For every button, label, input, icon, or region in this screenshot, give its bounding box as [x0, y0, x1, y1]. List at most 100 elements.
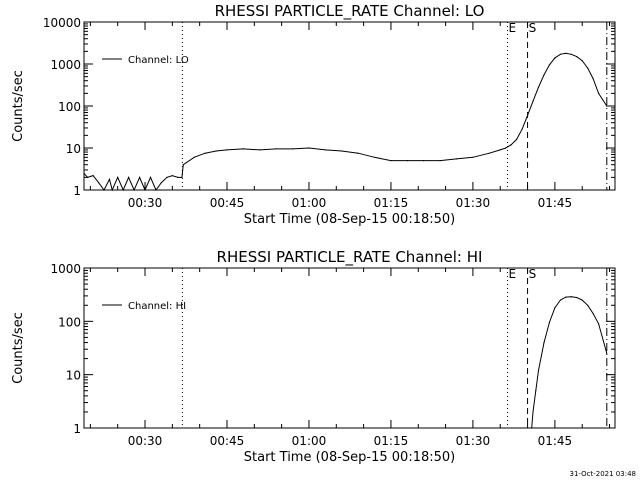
chart-lo-data-point: [576, 56, 578, 58]
chart-lo-data-point: [83, 172, 85, 174]
chart-lo-x-tick-label: 00:30: [128, 196, 163, 210]
chart-lo-marker-label: S: [529, 21, 537, 35]
chart-lo-data-point: [215, 150, 217, 152]
chart-hi-data-point: [576, 296, 578, 299]
chart-hi-data-point: [581, 299, 583, 301]
chart-hi-data-point: [587, 304, 589, 306]
chart-lo-data-point: [204, 152, 206, 154]
chart-hi-y-tick-label: 1: [73, 422, 81, 436]
chart-lo-data-point: [171, 175, 173, 177]
chart-lo-legend-label: Channel: LO: [128, 55, 189, 66]
chart-lo-y-tick-label: 1000: [50, 58, 81, 72]
chart-lo-data-point: [259, 149, 261, 151]
chart-lo-data-point: [155, 189, 157, 191]
chart-lo-data-point: [548, 64, 551, 66]
chart-lo-data-point: [357, 152, 359, 154]
chart-lo-data-point: [98, 182, 100, 184]
chart-lo-data-point: [242, 148, 244, 150]
chart-hi-x-tick-label: 00:45: [210, 434, 245, 448]
chart-panel-lo: RHESSI PARTICLE_RATE Channel: LO 00:30 00:…: [11, 2, 616, 227]
chart-lo-data-point: [499, 149, 501, 151]
chart-lo-data-point: [117, 176, 119, 178]
footer-timestamp: 31-Oct-2021 03:48: [570, 470, 636, 478]
chart-lo-data-point: [133, 189, 135, 191]
chart-hi-x-tick-label: 01:30: [456, 434, 491, 448]
chart-lo-data-point: [177, 176, 179, 178]
chart-lo-data-point: [554, 57, 556, 59]
chart-hi-x-tick-label: 01:15: [374, 434, 409, 448]
chart-lo-data-point: [87, 176, 89, 178]
chart-lo-data-point: [193, 156, 195, 158]
chart-lo-data-point: [341, 150, 343, 152]
chart-hi-x-tick-label: 01:00: [292, 434, 327, 448]
chart-lo-x-tick-label: 01:15: [374, 196, 409, 210]
chart-lo-series-line: [83, 52, 608, 192]
chart-lo-data-point: [160, 182, 162, 184]
chart-lo-data-point: [292, 148, 294, 150]
chart-hi-y-tick-label: 100: [58, 315, 81, 329]
chart-hi-data-point: [543, 342, 545, 344]
chart-hi-data-point: [559, 299, 562, 301]
chart-hi-data-point: [570, 296, 572, 298]
chart-lo-data-point: [592, 78, 594, 80]
chart-hi-data-point: [598, 323, 600, 325]
chart-lo-data-point: [532, 100, 534, 102]
chart-lo-data-point: [455, 158, 458, 160]
chart-hi-data-point: [548, 321, 551, 324]
chart-lo-x-tick-label: 01:30: [456, 196, 491, 210]
chart-lo-data-point: [510, 144, 512, 146]
chart-lo-data-point: [108, 178, 111, 180]
chart-hi-data-point: [565, 296, 567, 298]
chart-hi-plot-frame: [83, 267, 616, 429]
chart-hi-data-point: [592, 312, 594, 315]
chart-lo-data-point: [92, 175, 94, 177]
chart-lo-data-point: [149, 176, 152, 178]
chart-lo-x-axis-label: Start Time (08-Sep-15 00:18:50): [244, 212, 455, 227]
chart-lo-data-point: [527, 114, 529, 116]
chart-hi-y-tick-label: 10: [66, 369, 81, 383]
chart-lo-data-point: [543, 74, 545, 76]
chart-lo-data-point: [182, 164, 184, 166]
chart-lo-data-point: [275, 148, 277, 150]
chart-lo-data-point: [181, 176, 183, 178]
chart-lo-data-point: [559, 53, 562, 55]
chart-lo-data-point: [144, 189, 146, 191]
chart-lo-x-tick-label: 00:45: [210, 196, 245, 210]
chart-lo-data-point: [103, 189, 105, 191]
chart-lo-data-point: [308, 147, 310, 149]
chart-hi-data-point: [537, 369, 540, 371]
chart-lo-data-point: [598, 92, 600, 94]
chart-lo-y-tick-label: 1: [73, 184, 81, 198]
chart-hi-data-point: [554, 307, 556, 309]
chart-lo-x-tick-label: 01:45: [538, 196, 573, 210]
chart-hi-x-axis-label: Start Time (08-Sep-15 00:18:50): [244, 450, 455, 465]
chart-hi-x-tick-label: 01:45: [538, 434, 573, 448]
chart-lo-data-point: [516, 138, 518, 140]
chart-hi-marker-label: E: [509, 267, 517, 281]
chart-lo-marker-label: E: [509, 21, 517, 35]
chart-hi-title: RHESSI PARTICLE_RATE Channel: HI: [217, 248, 483, 267]
chart-lo-data-point: [406, 160, 408, 162]
chart-hi-y-tick-label: 1000: [50, 262, 81, 276]
chart-lo-y-tick-label: 10: [66, 142, 81, 156]
chart-hi-legend-label: Channel: HI: [128, 301, 186, 312]
chart-panel-hi: RHESSI PARTICLE_RATE Channel: HI 00:30 00:…: [11, 248, 616, 465]
chart-lo-data-point: [570, 53, 572, 55]
chart-lo-y-tick-label: 100: [58, 100, 81, 114]
chart-lo-plot-frame: [83, 21, 616, 191]
chart-hi-data-point: [531, 427, 533, 429]
chart-hi-data-point: [606, 352, 608, 354]
chart-lo-data-point: [226, 149, 228, 151]
chart-lo-data-point: [537, 86, 540, 88]
chart-lo-data-point: [521, 128, 523, 130]
chart-lo-data-point: [128, 176, 130, 178]
chart-lo-data-point: [439, 160, 441, 162]
chart-hi-data-point: [532, 411, 534, 413]
chart-lo-data-point: [373, 156, 376, 158]
chart-lo-data-point: [111, 189, 113, 191]
chart-lo-data-point: [423, 160, 425, 162]
chart-lo-data-point: [581, 60, 583, 62]
chart-lo-data-point: [606, 105, 608, 107]
chart-lo-data-point: [472, 156, 474, 158]
